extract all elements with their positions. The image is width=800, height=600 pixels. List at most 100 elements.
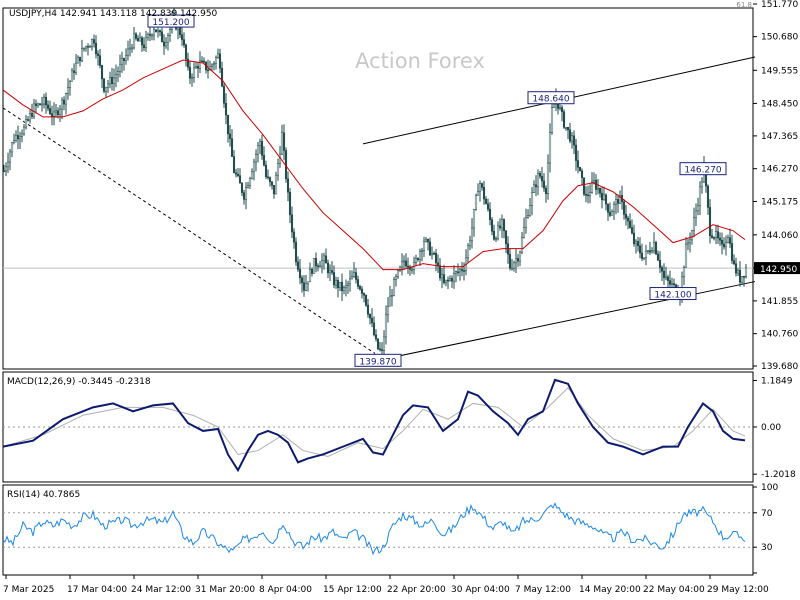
candle-body [4, 166, 8, 172]
candle-body [728, 237, 732, 244]
candle-body [716, 231, 720, 239]
price-annotation-box [649, 287, 697, 301]
candle-body [500, 219, 504, 229]
candle-body [718, 237, 722, 241]
price-annotation-label: 148.640 [532, 95, 569, 105]
candle-body [634, 241, 638, 245]
symbol-header: USDJPY,H4 142.941 143.118 142.839 142.95… [9, 9, 218, 19]
candle-body [356, 279, 360, 287]
candle-body [590, 181, 594, 193]
candle-body [346, 283, 350, 286]
candle-body [606, 203, 610, 213]
candle-body [380, 349, 384, 351]
candle-body [466, 245, 470, 259]
candle-body [140, 37, 144, 46]
current-price-box [754, 262, 800, 275]
candle-body [358, 286, 362, 290]
candle-body [480, 183, 484, 188]
candle-body [328, 270, 332, 274]
candle-body [28, 113, 32, 121]
candle-body [272, 185, 276, 195]
candle-body [314, 258, 318, 267]
candle-body [398, 266, 402, 271]
candle-body [682, 267, 686, 278]
candle-body [44, 96, 48, 106]
candle-body [160, 31, 164, 43]
candle-body [538, 173, 542, 177]
candle-body [576, 160, 580, 168]
candle-body [740, 275, 744, 283]
candle-body [218, 53, 222, 69]
candle-body [270, 181, 274, 186]
candle-body [100, 65, 104, 80]
candle-body [700, 181, 704, 188]
candle-body [610, 211, 614, 216]
candle-body [628, 220, 632, 228]
time-tick-label: 15 Apr 12:00 [323, 585, 382, 595]
candle-body [534, 184, 538, 188]
candle-body [10, 142, 14, 153]
candle-body [360, 288, 364, 294]
candle-body [298, 269, 302, 279]
candle-body [736, 269, 740, 274]
price-tick-label: 146.270 [761, 165, 798, 175]
candle-body [520, 237, 524, 253]
candle-body [212, 63, 216, 66]
candle-body [326, 262, 330, 274]
candle-body [240, 182, 244, 193]
macd-label: MACD(12,26,9) -0.3445 -0.2318 [7, 377, 151, 387]
price-tick-label: 147.365 [761, 132, 798, 142]
candle-body [254, 154, 258, 163]
candle-body [114, 74, 118, 79]
time-tick-label: 8 Apr 04:00 [259, 585, 312, 595]
candle-body [142, 44, 146, 49]
candle-body [262, 155, 266, 166]
candle-body [604, 194, 608, 205]
candle-body [582, 177, 586, 195]
candle-body [526, 215, 530, 218]
candle-body [374, 334, 378, 340]
candle-body [312, 258, 316, 274]
candle-body [492, 230, 496, 240]
candle-body [626, 217, 630, 222]
candle-body [184, 44, 188, 60]
price-tick-label: 149.555 [761, 66, 798, 76]
candle-body [8, 151, 12, 163]
candle-body [20, 133, 24, 137]
candle-body [484, 198, 488, 205]
candle-body [134, 33, 138, 39]
candle-body [232, 156, 236, 174]
candle-body [440, 274, 444, 279]
candle-body [498, 225, 502, 229]
candle-body [80, 48, 84, 62]
candle-body [580, 170, 584, 179]
candle-body [616, 199, 620, 204]
price-annotation-label: 151.200 [152, 18, 189, 28]
candle-body [438, 265, 442, 279]
candle-body [32, 103, 36, 117]
candle-body [706, 185, 710, 208]
candle-body [348, 278, 352, 285]
candle-body [194, 66, 198, 69]
price-annotation-box [147, 14, 195, 28]
candle-body [406, 265, 410, 268]
price-tick-label: 148.450 [761, 99, 798, 109]
candle-body [722, 243, 726, 248]
candle-body [414, 258, 418, 263]
candle-body [294, 241, 298, 263]
candle-body [190, 77, 194, 79]
candle-body [462, 270, 466, 272]
candle-body [662, 270, 666, 278]
candle-body [710, 235, 714, 238]
candle-body [402, 260, 406, 263]
candle-body [608, 212, 612, 216]
candle-body [742, 275, 746, 278]
current-price-label: 142.950 [760, 265, 797, 275]
candle-body [288, 191, 292, 216]
candle-body [430, 252, 434, 256]
candle-body [224, 102, 228, 116]
candle-body [182, 39, 186, 46]
candle-body [136, 38, 140, 42]
candle-body [530, 192, 534, 206]
candle-body [276, 163, 280, 176]
